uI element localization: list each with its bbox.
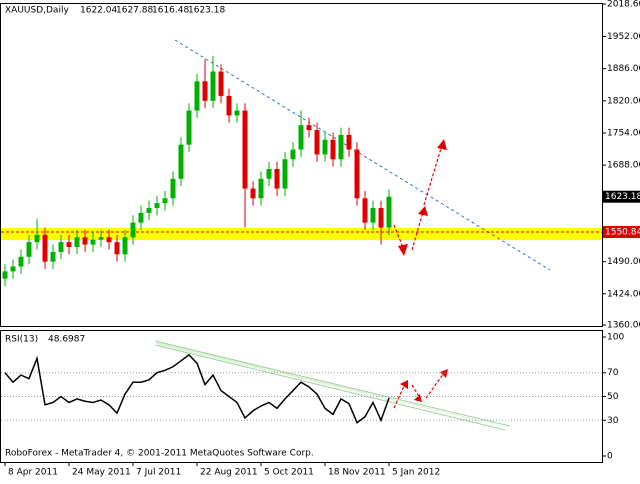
candle-body xyxy=(274,169,280,189)
candle-body xyxy=(122,237,128,255)
candle-body xyxy=(290,149,296,160)
candle-body xyxy=(58,242,64,252)
candle-body xyxy=(178,144,184,179)
level-label: 1550.84 xyxy=(605,227,640,237)
candle-body xyxy=(10,266,16,272)
y-tick-label: 100 xyxy=(607,333,624,343)
candle-body xyxy=(82,237,88,245)
candle-body xyxy=(26,242,32,257)
candle-body xyxy=(146,208,152,213)
arrow xyxy=(393,383,406,409)
candle-body xyxy=(354,149,360,199)
candle-body xyxy=(106,237,112,243)
x-tick-label: 24 May 2011 xyxy=(72,468,131,478)
y-tick-label: 1360.00 xyxy=(607,321,640,331)
candle-body xyxy=(330,139,336,160)
candle-body xyxy=(298,125,304,150)
arrow xyxy=(411,211,424,251)
candle-body xyxy=(130,222,136,238)
candle-body xyxy=(90,239,96,245)
candle-body xyxy=(346,134,352,150)
candle-body xyxy=(202,81,208,101)
ohlc-low: 1616.48 xyxy=(152,6,189,16)
candle-body xyxy=(282,159,288,189)
rsi-trend-line xyxy=(154,344,506,431)
candle-body xyxy=(42,234,48,262)
arrow-head xyxy=(398,244,408,256)
candle-body xyxy=(50,251,56,262)
candle-body xyxy=(362,198,368,223)
y-tick-label: 70 xyxy=(607,368,619,378)
candle-body xyxy=(234,110,240,116)
arrow-head xyxy=(414,394,422,402)
x-tick-label: 22 Aug 2011 xyxy=(200,468,258,478)
y-tick-label: 1886.00 xyxy=(607,64,640,74)
x-tick-label: 8 Apr 2011 xyxy=(8,468,58,478)
ohlc-close: 1623.18 xyxy=(188,6,225,16)
arrow-head xyxy=(418,206,428,216)
candle-body xyxy=(322,139,328,155)
candle-body xyxy=(266,169,272,179)
arrow-head xyxy=(400,380,408,389)
candle-body xyxy=(34,234,40,243)
level-box xyxy=(603,225,640,238)
candle-body xyxy=(378,208,384,228)
footer: RoboForex - MetaTrader 4, © 2001-2011 Me… xyxy=(5,449,314,459)
y-tick-label: 1754.00 xyxy=(607,128,640,138)
y-tick-label: 1424.00 xyxy=(607,289,640,299)
arrow-head xyxy=(437,139,447,150)
y-tick-label: 0 xyxy=(607,452,613,462)
x-tick-label: 5 Oct 2011 xyxy=(264,468,314,478)
y-tick-label: 1688.00 xyxy=(607,161,640,171)
arrow-head xyxy=(440,369,448,378)
candle-body xyxy=(226,95,232,116)
candle-body xyxy=(98,237,104,240)
candle-body xyxy=(194,81,200,111)
symbol-label: XAUUSD,Daily xyxy=(5,6,69,16)
candle-body xyxy=(386,196,392,228)
rsi-title: RSI(13) xyxy=(5,335,38,345)
candle-body xyxy=(74,237,80,248)
y-tick-label: 30 xyxy=(607,416,619,426)
candle-body xyxy=(314,130,320,155)
candle-body xyxy=(138,212,144,223)
x-tick-label: 7 Jul 2011 xyxy=(136,468,181,478)
arrow xyxy=(425,372,445,399)
candle-body xyxy=(154,203,160,209)
candle-body xyxy=(2,271,8,279)
y-tick-label: 1952.00 xyxy=(607,32,640,42)
arrow-heads xyxy=(398,139,448,402)
candle-body xyxy=(306,125,312,131)
candle-body xyxy=(162,198,168,204)
rsi-current: 48.6987 xyxy=(48,335,85,345)
price-label: 1623.18 xyxy=(605,192,640,202)
candle-body xyxy=(218,71,224,96)
rsi-trend-line xyxy=(154,340,511,427)
candle-body xyxy=(186,110,192,145)
candle-body xyxy=(370,208,376,223)
y-tick-label: 1490.00 xyxy=(607,257,640,267)
candle-body xyxy=(170,178,176,199)
candle-body xyxy=(114,242,120,255)
price-box xyxy=(603,190,640,203)
candle-body xyxy=(250,188,256,199)
candle-body xyxy=(338,134,344,160)
candle-body xyxy=(66,242,72,248)
support-zone xyxy=(1,228,602,240)
candle-body xyxy=(258,178,264,199)
candle-body xyxy=(210,71,216,101)
x-tick-label: 5 Jan 2012 xyxy=(392,468,440,478)
arrow xyxy=(423,144,443,206)
x-tick-label: 18 Nov 2011 xyxy=(328,468,386,478)
y-tick-label: 2018.60 xyxy=(607,0,640,10)
ohlc-open: 1622.04 xyxy=(80,6,117,16)
ohlc-high: 1627.88 xyxy=(116,6,153,16)
rsi-line xyxy=(4,353,390,424)
y-tick-label: 1820.00 xyxy=(607,96,640,106)
candle-body xyxy=(242,110,248,189)
y-tick-label: 50 xyxy=(607,392,619,402)
candle-body xyxy=(18,256,24,267)
